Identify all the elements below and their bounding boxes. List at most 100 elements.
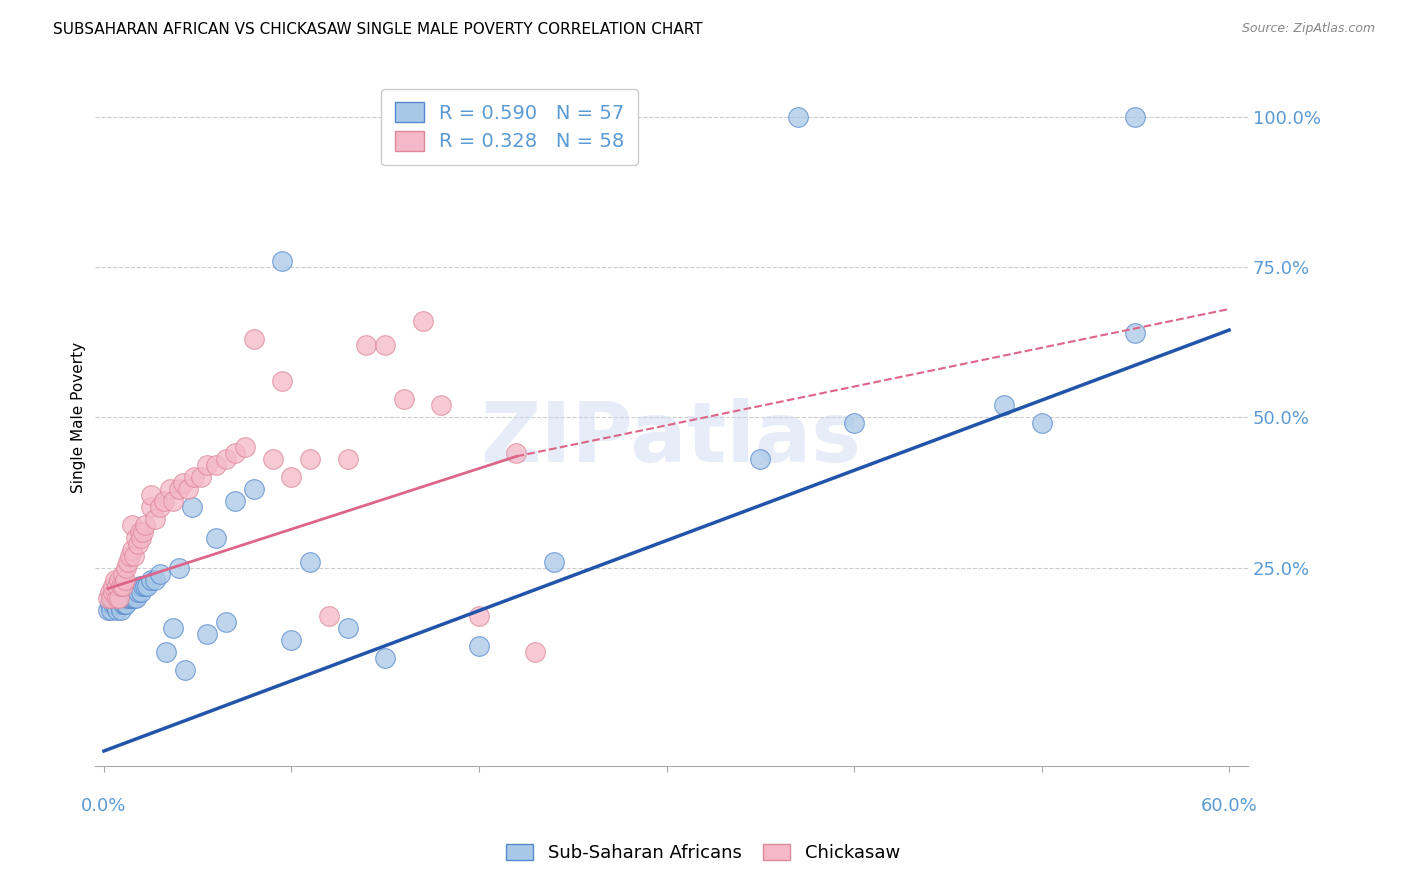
Point [543,555,565,569]
Point [122,549,145,563]
Point [356,338,378,352]
Point [224,446,246,460]
Point [108,597,131,611]
Point [271,374,294,388]
Point [115,560,138,574]
Point [162,494,184,508]
Point [103,591,125,605]
Point [125,531,148,545]
Point [318,608,340,623]
Point [108,591,131,605]
Point [149,566,172,581]
Point [127,584,149,599]
Legend: Sub-Saharan Africans, Chickasaw: Sub-Saharan Africans, Chickasaw [499,837,907,870]
Point [111,597,134,611]
Point [120,549,142,563]
Point [98,584,121,599]
Point [155,645,177,659]
Point [100,591,122,605]
Point [108,591,131,605]
Point [103,597,125,611]
Point [233,440,256,454]
Point [121,542,143,557]
Point [122,591,145,605]
Point [132,524,155,539]
Point [117,555,139,569]
Point [121,518,143,533]
Legend: R = 0.590   N = 57, R = 0.328   N = 58: R = 0.590 N = 57, R = 0.328 N = 58 [381,88,638,165]
Text: Source: ZipAtlas.com: Source: ZipAtlas.com [1241,22,1375,36]
Point [243,332,266,346]
Point [110,584,132,599]
Point [299,555,322,569]
Point [114,573,136,587]
Point [162,621,184,635]
Point [121,584,143,599]
Point [114,597,136,611]
Point [103,584,125,599]
Point [143,573,166,587]
Point [224,494,246,508]
Point [97,602,120,616]
Point [105,591,128,605]
Point [430,398,453,412]
Point [139,488,162,502]
Point [177,483,200,497]
Point [243,483,266,497]
Point [100,602,122,616]
Point [392,392,415,407]
Point [215,452,238,467]
Text: SUBSAHARAN AFRICAN VS CHICKASAW SINGLE MALE POVERTY CORRELATION CHART: SUBSAHARAN AFRICAN VS CHICKASAW SINGLE M… [53,22,703,37]
Point [111,591,134,605]
Point [190,470,212,484]
Point [128,524,150,539]
Point [97,591,120,605]
Point [1123,110,1146,124]
Text: 60.0%: 60.0% [1201,797,1257,814]
Point [114,591,136,605]
Point [108,573,131,587]
Point [374,338,396,352]
Point [117,584,139,599]
Point [167,483,190,497]
Point [149,500,172,515]
Point [159,483,181,497]
Point [271,254,294,268]
Point [128,579,150,593]
Point [143,512,166,526]
Point [110,602,132,616]
Point [183,470,205,484]
Point [468,639,491,653]
Point [468,608,491,623]
Point [98,597,121,611]
Point [1031,417,1053,431]
Point [111,566,134,581]
Point [136,579,159,593]
Point [181,500,204,515]
Point [125,591,148,605]
Point [120,591,142,605]
Point [842,417,865,431]
Point [134,518,156,533]
Point [105,602,128,616]
Point [195,626,218,640]
Point [412,314,434,328]
Point [139,500,162,515]
Point [195,458,218,473]
Point [131,531,153,545]
Point [132,579,155,593]
Point [993,398,1015,412]
Point [215,615,238,629]
Point [105,579,128,593]
Text: 0.0%: 0.0% [82,797,127,814]
Text: ZIPatlas: ZIPatlas [481,398,862,479]
Point [115,584,138,599]
Point [262,452,284,467]
Point [104,597,127,611]
Point [115,597,138,611]
Point [110,579,132,593]
Point [121,591,143,605]
Point [280,632,302,647]
Point [336,452,359,467]
Point [131,584,153,599]
